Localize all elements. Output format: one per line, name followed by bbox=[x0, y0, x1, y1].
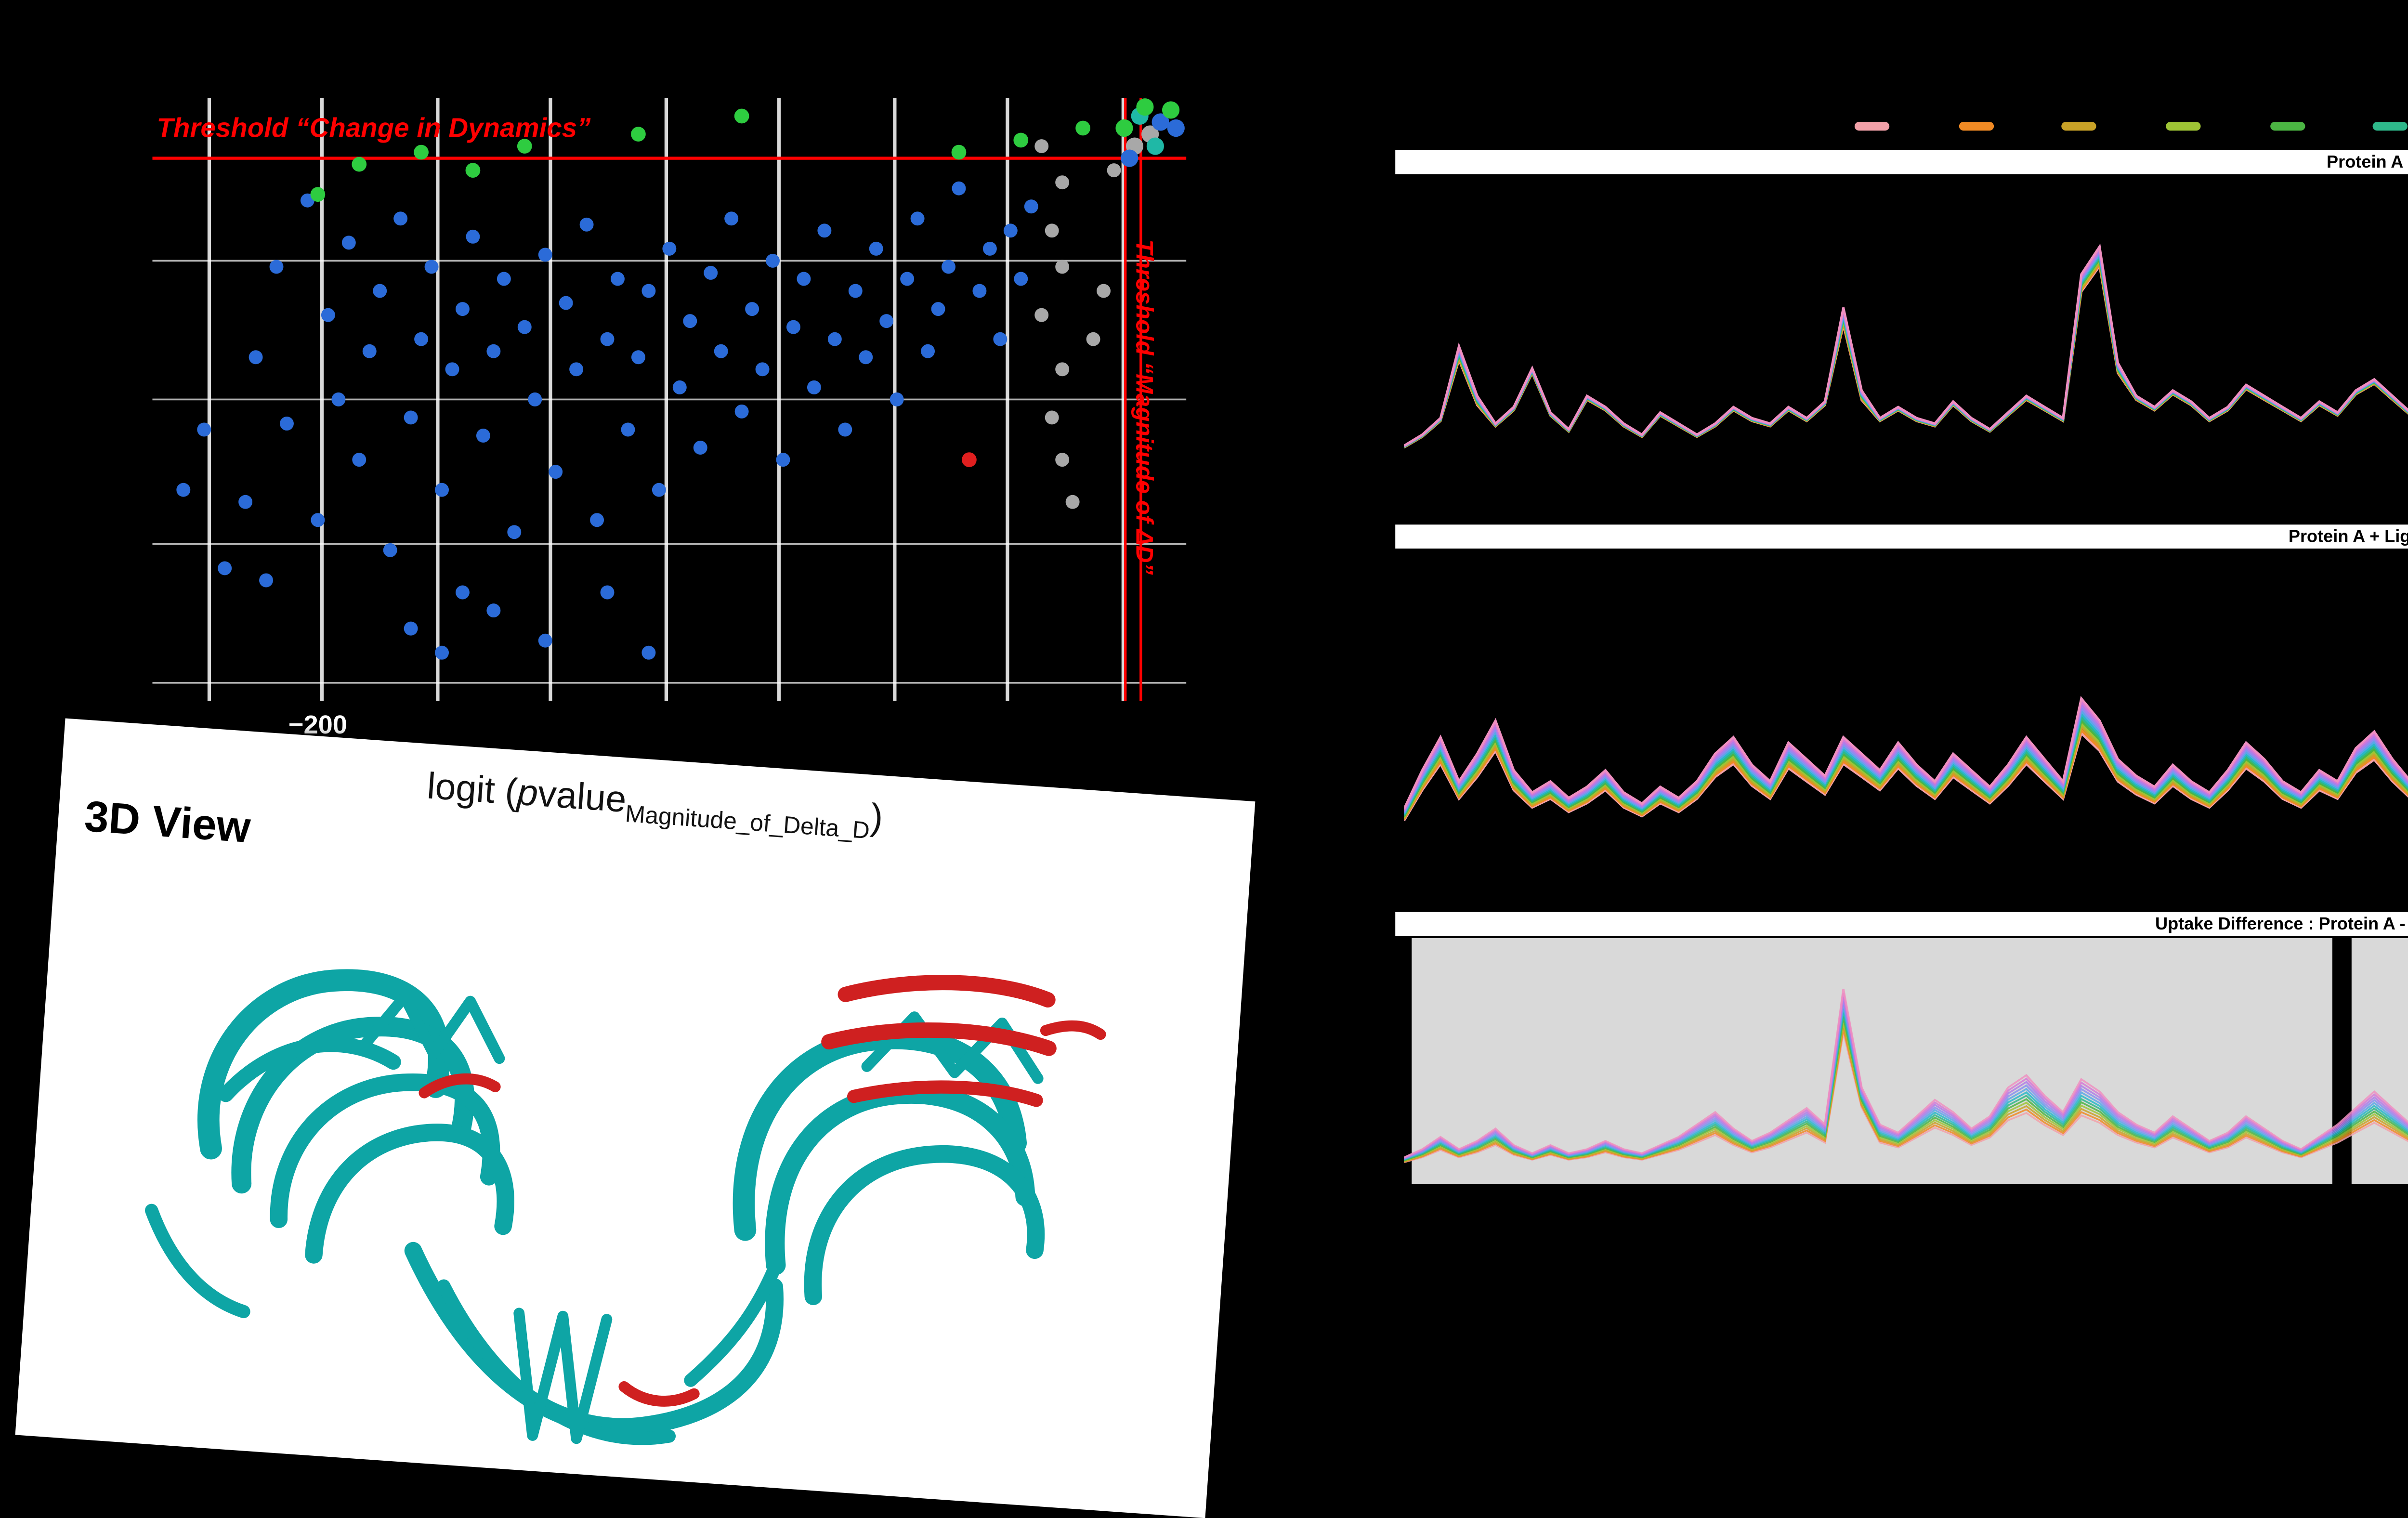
volcano-x-axis-label: logit (pvalueMagnitude_of_Delta_D) bbox=[425, 766, 884, 846]
3d-view-card: logit (pvalueMagnitude_of_Delta_D) 3D Vi… bbox=[15, 718, 1256, 1518]
uptake-difference-chart[interactable] bbox=[1404, 938, 2408, 1184]
uptake-chart-protein-a[interactable] bbox=[1404, 178, 2408, 510]
threshold-magnitude-label: Threshold “Magnitude of ΔD” bbox=[1129, 239, 1156, 575]
axis-label-prefix: logit ( bbox=[425, 765, 519, 813]
axis-label-subscript: Magnitude_of_Delta_D bbox=[624, 802, 871, 845]
threshold-dynamics-label: Threshold “Change in Dynamics” bbox=[157, 113, 591, 144]
protein-structure-viewer[interactable] bbox=[70, 874, 1205, 1505]
3d-view-title: 3D View bbox=[83, 794, 252, 853]
panel-title-uptake-difference: Uptake Difference : Protein A - (Protein… bbox=[1395, 912, 2408, 936]
axis-label-suffix: ) bbox=[869, 796, 885, 839]
legend-dash-5[interactable] bbox=[2373, 122, 2408, 131]
volcano-scatter-canvas[interactable] bbox=[152, 98, 1187, 701]
timepoint-legend bbox=[1854, 120, 2408, 133]
dashboard: Threshold “Change in Dynamics” Threshold… bbox=[15, 98, 2408, 1518]
uptake-chart-protein-a-ligand[interactable] bbox=[1404, 553, 2408, 884]
legend-dash-1[interactable] bbox=[1958, 122, 1993, 131]
protein-ribbon-teal bbox=[145, 969, 1045, 1445]
legend-dash-0[interactable] bbox=[1854, 122, 1890, 131]
panel-title-protein-a: Protein A bbox=[1395, 150, 2408, 174]
legend-dash-2[interactable] bbox=[2062, 122, 2097, 131]
volcano-plot[interactable] bbox=[152, 98, 1187, 701]
axis-label-value: value bbox=[537, 773, 628, 821]
legend-dash-3[interactable] bbox=[2165, 122, 2200, 131]
protein-ribbon-red bbox=[419, 975, 1106, 1407]
axis-label-p: p bbox=[516, 772, 540, 815]
legend-dash-4[interactable] bbox=[2269, 122, 2304, 131]
panel-title-protein-a-ligand: Protein A + Ligand bbox=[1395, 524, 2408, 549]
